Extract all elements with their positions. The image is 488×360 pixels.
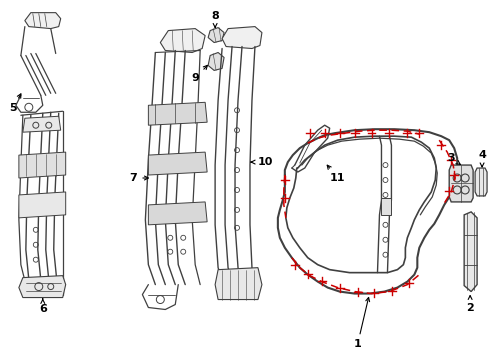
Polygon shape (208, 28, 224, 42)
Text: 9: 9 (191, 66, 207, 84)
Polygon shape (463, 212, 476, 292)
Polygon shape (381, 198, 390, 215)
Polygon shape (23, 116, 61, 132)
Polygon shape (19, 276, 65, 298)
Polygon shape (160, 28, 205, 53)
Polygon shape (215, 268, 262, 300)
Polygon shape (148, 152, 207, 175)
Text: 5: 5 (9, 94, 21, 113)
Text: 7: 7 (129, 173, 148, 183)
Polygon shape (19, 152, 65, 178)
Text: 6: 6 (39, 299, 47, 315)
Text: 8: 8 (211, 11, 219, 27)
Polygon shape (148, 102, 207, 125)
Polygon shape (19, 192, 65, 218)
Polygon shape (448, 165, 472, 202)
Polygon shape (222, 27, 262, 49)
Text: 11: 11 (326, 165, 345, 183)
Text: 3: 3 (447, 153, 459, 165)
Polygon shape (208, 53, 224, 71)
Polygon shape (474, 168, 486, 196)
Polygon shape (148, 202, 207, 225)
Text: 1: 1 (353, 297, 369, 349)
Text: 10: 10 (250, 157, 272, 167)
Text: 4: 4 (477, 150, 485, 167)
Polygon shape (25, 13, 61, 28)
Text: 2: 2 (465, 296, 473, 312)
